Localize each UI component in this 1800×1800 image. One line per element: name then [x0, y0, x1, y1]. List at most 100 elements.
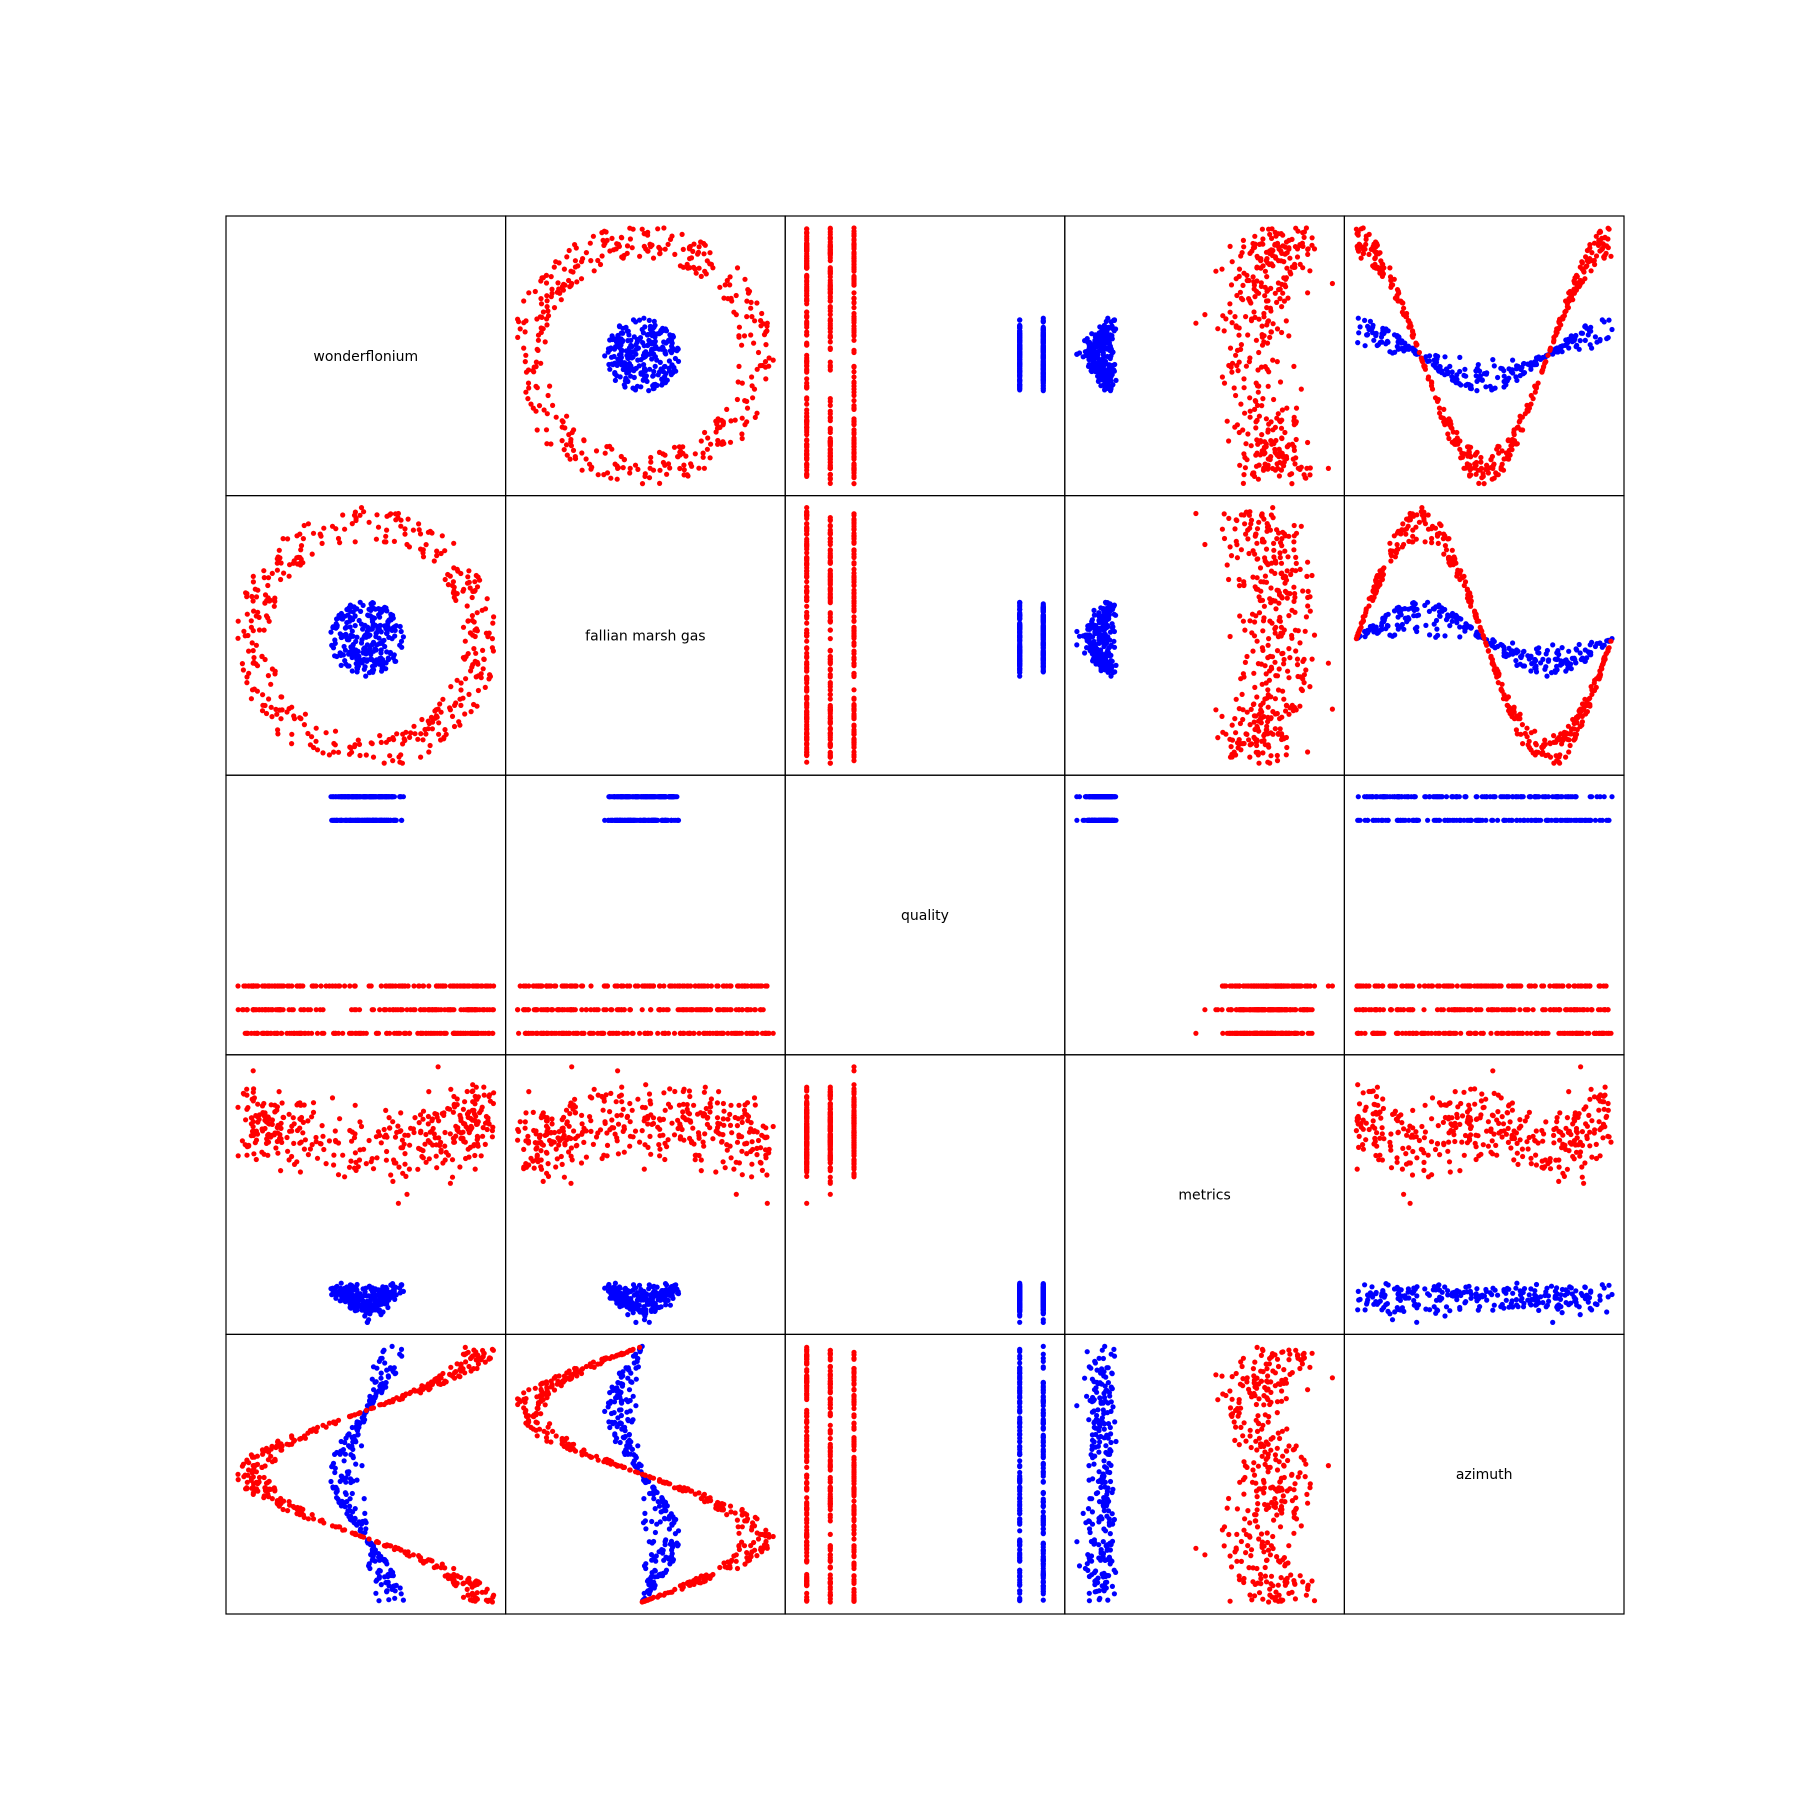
scatter-point: [545, 308, 551, 314]
scatter-point: [332, 637, 338, 643]
scatter-point: [266, 598, 272, 604]
scatter-point: [402, 526, 408, 532]
scatter-point: [1462, 366, 1468, 372]
scatter-point: [377, 614, 383, 620]
scatter-point: [1542, 737, 1548, 743]
scatter-point: [1249, 611, 1256, 617]
scatter-point: [387, 650, 394, 657]
scatter-point: [1105, 661, 1111, 667]
scatter-point: [716, 439, 722, 446]
scatter-point: [1284, 595, 1290, 601]
scatter-point: [408, 730, 414, 736]
scatter-point: [1573, 660, 1579, 666]
scatter-point: [635, 357, 641, 363]
scatter-point: [1597, 228, 1603, 234]
scatter-point: [851, 369, 857, 375]
scatter-point: [432, 708, 438, 714]
scatter-point: [464, 603, 470, 609]
scatter-point: [750, 395, 756, 401]
scatter-point: [1587, 242, 1593, 248]
scatter-point: [851, 451, 857, 457]
scatter-point: [342, 647, 348, 653]
scatter-point: [804, 638, 810, 644]
scatter-point: [521, 345, 527, 351]
scatter-point: [1271, 554, 1277, 560]
scatter-point: [1403, 314, 1410, 320]
scatter-point: [1277, 726, 1283, 732]
scatter-point: [1397, 338, 1403, 344]
scatter-point: [1256, 462, 1262, 468]
scatter-point: [583, 250, 590, 256]
scatter-point: [567, 284, 573, 290]
scatter-point: [1274, 758, 1281, 764]
scatter-point: [1017, 362, 1023, 368]
scatter-point: [411, 723, 417, 729]
scatter-point: [644, 378, 650, 384]
scatter-point: [1504, 378, 1510, 384]
scatter-point: [827, 559, 833, 565]
scatter-point: [1227, 544, 1233, 550]
scatter-point: [1592, 643, 1598, 650]
scatter-point: [827, 733, 833, 739]
scatter-point: [1519, 722, 1525, 728]
scatter-point: [1040, 601, 1046, 607]
scatter-point: [827, 554, 833, 560]
scatter-point: [631, 334, 637, 340]
scatter-point: [827, 687, 833, 693]
scatter-point: [1355, 315, 1361, 321]
scatter-point: [1431, 357, 1437, 363]
scatter-point: [804, 546, 810, 552]
scatter-point: [1579, 722, 1585, 728]
scatter-point: [578, 276, 585, 282]
scatter-point: [1410, 533, 1416, 539]
scatter-point: [804, 437, 810, 443]
scatter-point: [275, 727, 281, 733]
scatter-point: [475, 673, 481, 679]
scatter-point: [827, 304, 833, 310]
scatter-point: [271, 603, 277, 609]
scatter-point: [1241, 740, 1247, 747]
scatter-point: [851, 716, 857, 722]
scatter-point: [648, 244, 654, 250]
scatter-point: [1292, 609, 1298, 615]
scatter-point: [1566, 345, 1572, 351]
scatter-point: [1452, 439, 1458, 446]
scatter-point: [681, 462, 687, 468]
scatter-point: [720, 420, 727, 426]
scatter-point: [1552, 669, 1558, 675]
scatter-point: [1329, 280, 1335, 287]
scatter-point: [353, 517, 359, 524]
scatter-point: [1017, 599, 1023, 605]
scatter-point: [851, 561, 857, 567]
scatter-point: [440, 696, 446, 702]
scatter-point: [1307, 608, 1313, 614]
scatter-point: [549, 290, 555, 296]
scatter-point: [547, 383, 553, 389]
scatter-point: [1275, 687, 1282, 693]
scatter-point: [442, 576, 448, 583]
scatter-point: [1579, 279, 1586, 285]
scatter-point: [480, 647, 486, 654]
scatter-point: [1559, 645, 1565, 651]
scatter-point: [851, 255, 857, 261]
scatter-point: [472, 658, 478, 665]
scatter-point: [378, 629, 384, 635]
scatter-point: [1017, 661, 1023, 667]
scatter-point: [553, 414, 559, 420]
scatter-point: [851, 240, 857, 246]
scatter-point: [544, 298, 550, 304]
scatter-point: [1279, 329, 1285, 336]
scatter-point: [804, 473, 810, 479]
scatter-point: [1261, 451, 1267, 457]
scatter-point: [1040, 627, 1046, 634]
scatter-point: [1372, 256, 1378, 262]
scatter-point: [595, 472, 601, 478]
scatter-point: [558, 297, 564, 303]
scatter-point: [259, 653, 265, 660]
scatter-point: [1268, 568, 1275, 574]
scatter-point: [533, 359, 540, 365]
scatter-point: [1095, 378, 1101, 384]
scatter-point: [851, 282, 857, 288]
scatter-point: [1414, 606, 1420, 612]
scatter-point: [416, 527, 422, 533]
